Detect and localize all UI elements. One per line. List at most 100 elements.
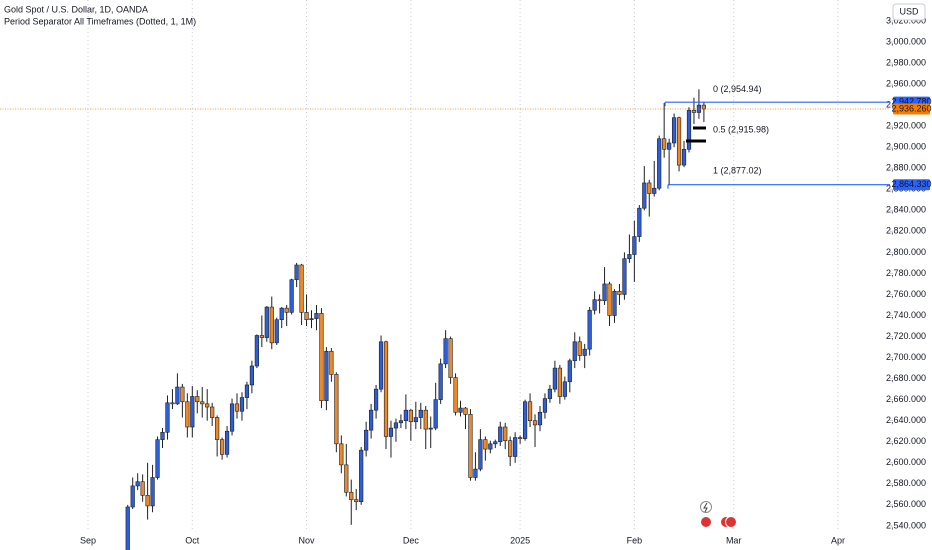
candle-body: [378, 341, 384, 390]
y-tick-label: 2,960.000: [886, 78, 926, 88]
candle-body: [463, 407, 468, 415]
candle-body: [349, 491, 354, 500]
candle-body: [657, 138, 662, 189]
currency-box[interactable]: [892, 3, 926, 21]
x-tick-label: Oct: [185, 535, 200, 545]
candle-body: [478, 439, 483, 470]
event-flag[interactable]: [725, 516, 737, 528]
candle-body: [676, 117, 682, 166]
event-flag[interactable]: [700, 516, 712, 528]
event-icon[interactable]: [700, 501, 712, 513]
candle-body: [681, 148, 687, 166]
candle-body: [408, 409, 413, 423]
candle-body: [403, 409, 408, 421]
candle-body: [234, 403, 240, 412]
candle-body: [135, 481, 140, 487]
candle-body: [329, 350, 334, 375]
candle-body: [691, 110, 697, 113]
candle-body: [443, 338, 448, 365]
y-tick-label: 2,780.000: [886, 268, 926, 278]
candle-body: [508, 440, 513, 457]
candle-body: [627, 254, 632, 259]
candle-body: [617, 291, 622, 295]
candle-body: [309, 318, 314, 321]
candle-body: [423, 409, 428, 430]
candle-body: [140, 481, 145, 496]
candle-body: [433, 399, 438, 429]
candle-body: [498, 426, 503, 443]
y-tick-label: 2,980.000: [886, 57, 926, 67]
candle-body: [239, 397, 245, 412]
candle-body: [493, 441, 498, 445]
y-tick-label: 2,700.000: [886, 352, 926, 362]
candle-body: [319, 313, 324, 402]
candle-body: [150, 477, 155, 507]
chart-title: Gold Spot / U.S. Dollar, 1D, OANDA: [4, 4, 148, 14]
candle-body: [339, 443, 344, 466]
price-tag-text: 2,864.330: [891, 179, 931, 189]
x-tick-label: Nov: [299, 535, 316, 545]
candle-body: [667, 142, 672, 150]
candle-body: [602, 283, 607, 302]
x-tick-label: 2025: [510, 535, 530, 545]
candle-body: [652, 187, 657, 194]
candle-body: [289, 279, 294, 313]
candle-body: [299, 264, 304, 313]
price-tag-text: 2,942.780: [891, 97, 931, 107]
candle-body: [344, 464, 349, 493]
candle-body: [269, 306, 274, 344]
candle-body: [567, 360, 572, 383]
candle-body: [155, 439, 160, 478]
candle-body: [359, 449, 364, 503]
candle-body: [364, 429, 369, 451]
candle-body: [190, 396, 195, 428]
x-tick-label: Sep: [80, 535, 96, 545]
candle-body: [259, 335, 264, 338]
candle-body: [701, 104, 706, 110]
candle-body: [254, 335, 259, 367]
candle-body: [513, 437, 518, 457]
candle-body: [279, 307, 284, 321]
candle-body: [369, 409, 374, 431]
fib-label: 1 (2,877.02): [713, 166, 762, 176]
candle-body: [418, 409, 423, 418]
candle-body: [229, 403, 235, 432]
candle-body: [428, 427, 433, 430]
candle-body: [195, 396, 200, 403]
candle-body: [612, 291, 617, 316]
candle-body: [547, 388, 553, 399]
y-tick-label: 2,560.000: [886, 499, 926, 509]
candle-body: [314, 313, 319, 319]
y-tick-label: 2,820.000: [886, 226, 926, 236]
candle-body: [488, 443, 493, 450]
candle-body: [532, 420, 538, 426]
candle-body: [130, 485, 135, 508]
y-tick-label: 2,680.000: [886, 373, 926, 383]
candle-body: [686, 110, 692, 150]
candle-body: [215, 417, 220, 440]
grid-layer: 2,540.000 2,560.000 2,580.000 2,600.000 2,62…: [80, 0, 926, 545]
candle-body: [448, 338, 453, 378]
y-tick-label: 2,880.000: [886, 163, 926, 173]
y-tick-label: 2,540.000: [886, 520, 926, 530]
candle-body: [224, 430, 230, 455]
candle-body: [622, 258, 627, 295]
candle-body: [373, 388, 379, 411]
candle-body: [294, 264, 299, 281]
x-tick-label: Mar: [726, 535, 742, 545]
candle-body: [334, 374, 339, 445]
fib-label: 0 (2,954.94): [713, 84, 762, 94]
candle-body: [438, 363, 443, 400]
candle-body: [473, 468, 478, 478]
candle-body: [671, 117, 677, 144]
candle-body: [662, 138, 667, 150]
candle-body: [383, 341, 389, 437]
candle-body: [398, 420, 404, 424]
candle-body: [145, 495, 150, 507]
candle-body: [518, 437, 523, 439]
y-tick-label: 2,660.000: [886, 394, 926, 404]
candle-body: [244, 384, 250, 398]
y-tick-label: 2,600.000: [886, 457, 926, 467]
